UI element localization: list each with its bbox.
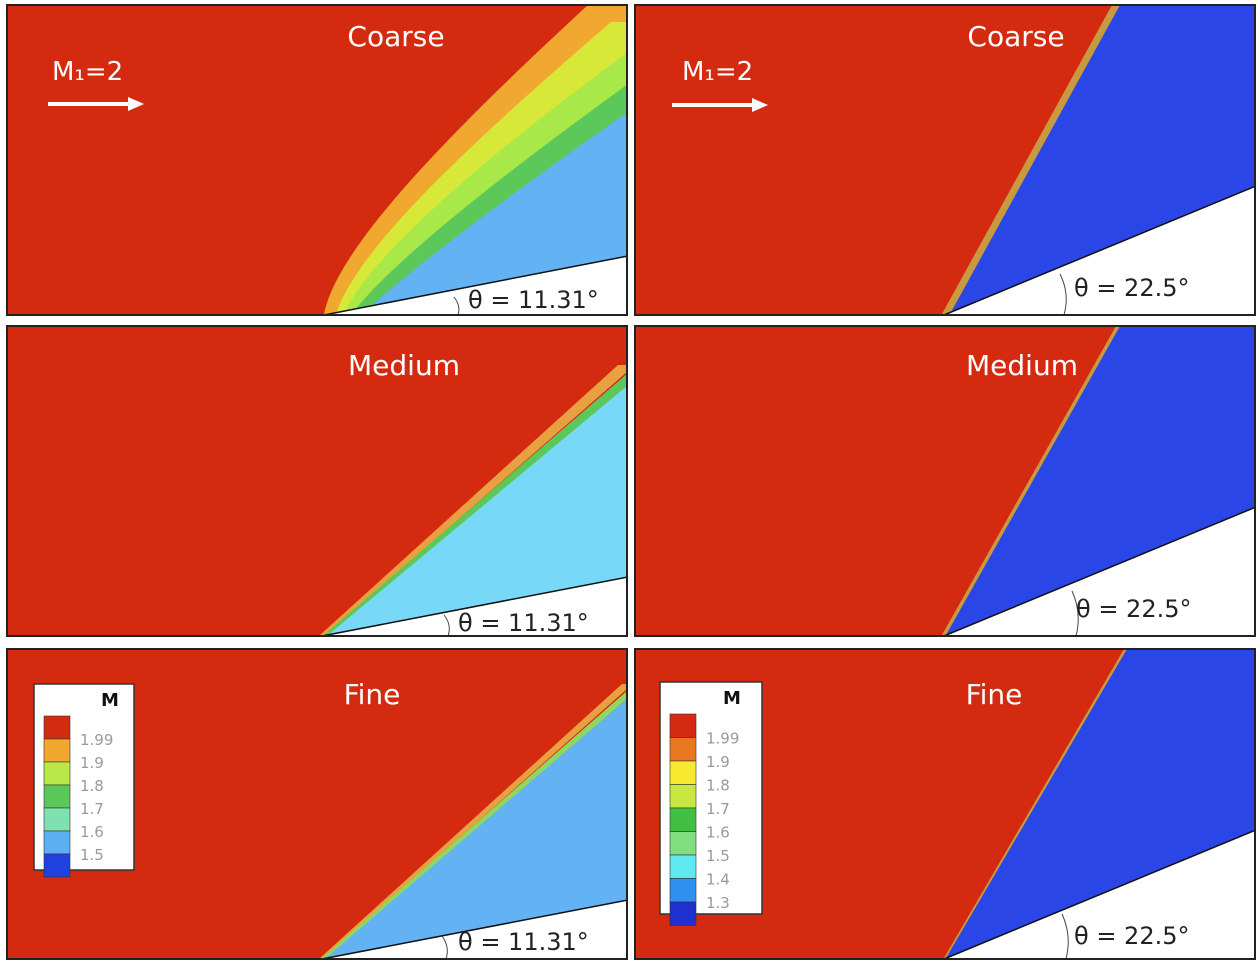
legend-value: 1.8 (80, 777, 104, 795)
angle-arc (453, 296, 460, 316)
grid-label: Fine (966, 678, 1023, 711)
angle-label: θ = 11.31° (458, 928, 589, 956)
legend-swatch (43, 761, 71, 786)
wedge-surface (321, 576, 628, 637)
angle-arc (443, 614, 450, 637)
legend-swatch (669, 713, 697, 738)
angle-arc (1061, 913, 1069, 960)
shock-band-green (324, 373, 628, 635)
angle-arc (1059, 273, 1067, 316)
legend-value: 1.9 (706, 753, 730, 771)
wedge-surface (323, 255, 628, 316)
legend-swatch (43, 715, 71, 740)
legend-value: 1.7 (706, 800, 730, 818)
angle-arc (441, 935, 448, 960)
legend-value: 1.5 (706, 847, 730, 865)
panel-left-fine: Fine θ = 11.31° M 1.99 1.9 1.8 1.7 1.6 1.5 (6, 648, 628, 960)
angle-label: θ = 22.5° (1076, 595, 1192, 623)
legend-swatch (669, 737, 697, 762)
legend-swatch (43, 738, 71, 763)
legend-value: 1.8 (706, 777, 730, 795)
flow-arrow-icon (48, 97, 144, 111)
angle-arc (1071, 590, 1079, 637)
panel-left-coarse: Coarse M₁=2 θ = 11.31° (6, 4, 628, 316)
flow-label: M₁=2 (52, 57, 123, 87)
grid-label: Coarse (967, 20, 1064, 53)
grid-label: Medium (348, 349, 460, 382)
wedge-surface (321, 899, 628, 960)
legend-swatch (669, 854, 697, 879)
legend-value: 1.9 (80, 754, 104, 772)
legend-swatch (669, 784, 697, 809)
shock-band-orange (320, 684, 628, 958)
wedge-surface (943, 506, 1256, 637)
panel-left-medium: Medium θ = 11.31° (6, 325, 628, 637)
post-shock-region (362, 112, 628, 314)
legend-swatch (669, 878, 697, 903)
legend-swatch (669, 831, 697, 856)
angle-label: θ = 11.31° (458, 609, 589, 637)
grid-label: Fine (344, 678, 401, 711)
shock-band (942, 5, 1122, 314)
legend-swatch (43, 830, 71, 855)
legend-swatch (669, 760, 697, 785)
angle-label: θ = 22.5° (1074, 922, 1190, 950)
post-shock-region (326, 698, 628, 958)
legend-swatch (669, 807, 697, 832)
panel-right-coarse: Coarse M₁=2 θ = 22.5° (634, 4, 1256, 316)
post-shock-region (328, 385, 628, 635)
shock-band-orange (320, 365, 628, 635)
legend-swatch (43, 853, 71, 878)
flow-arrow-icon (672, 98, 768, 112)
panel-right-fine: Fine θ = 22.5° M 1.99 1.9 1.8 1.7 1.6 1.5 1.4 1… (634, 648, 1256, 960)
legend-value: 1.6 (706, 824, 730, 842)
legend-right: M 1.99 1.9 1.8 1.7 1.6 1.5 1.4 1.3 (659, 681, 763, 926)
legend-value: 1.6 (80, 823, 104, 841)
legend-value: 1.7 (80, 800, 104, 818)
grid-label: Medium (966, 349, 1078, 382)
legend-swatch (43, 784, 71, 809)
legend-swatch (43, 807, 71, 832)
shock-band-green (322, 690, 628, 958)
angle-label: θ = 11.31° (468, 286, 599, 314)
legend-title: M (101, 690, 119, 711)
legend-left: M 1.99 1.9 1.8 1.7 1.6 1.5 (33, 683, 135, 878)
legend-value: 1.4 (706, 871, 730, 889)
panel-right-medium: Medium θ = 22.5° (634, 325, 1256, 637)
wedge-surface (943, 185, 1256, 316)
angle-label: θ = 22.5° (1074, 274, 1190, 302)
grid-label: Coarse (347, 20, 444, 53)
legend-value: 1.99 (80, 731, 113, 749)
legend-swatch (669, 901, 697, 926)
wedge-surface (943, 829, 1256, 960)
legend-value: 1.99 (706, 730, 739, 748)
legend-value: 1.3 (706, 894, 730, 912)
legend-title: M (723, 688, 741, 709)
legend-value: 1.5 (80, 846, 104, 864)
flow-label: M₁=2 (682, 57, 753, 87)
